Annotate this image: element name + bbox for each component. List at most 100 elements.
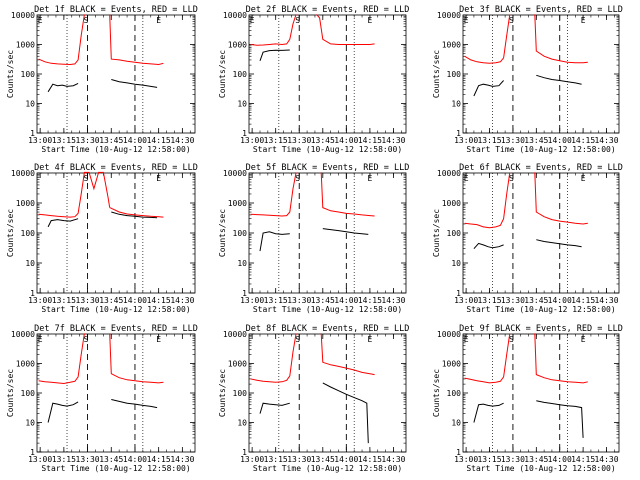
series-line-black — [47, 82, 79, 93]
x-tick-label: 13:45 — [524, 136, 548, 145]
event-marker-label: S — [295, 174, 300, 183]
x-tick-label: 14:15 — [147, 296, 171, 305]
series-line-black — [322, 228, 369, 235]
y-tick-label: 1 — [242, 289, 247, 298]
series-line-black — [47, 401, 79, 423]
event-marker-label: S — [295, 16, 300, 25]
x-tick-label: 13:15 — [264, 136, 288, 145]
y-tick-label: 10 — [451, 100, 461, 109]
x-tick-label: 13:15 — [264, 455, 288, 464]
detector-panel-5: Det 5f BLACK = Events, RED = LLD 1 10 100 10… — [218, 163, 409, 314]
x-tick-label: 14:00 — [123, 136, 147, 145]
x-tick-label: 14:15 — [358, 136, 382, 145]
event-marker-label: S — [295, 335, 300, 344]
series-line-red — [250, 14, 297, 46]
panel-frame — [462, 172, 620, 294]
y-tick-label: 1000 — [442, 41, 461, 50]
y-tick-label: 100 — [233, 229, 248, 238]
event-marker-label: S — [509, 16, 514, 25]
y-tick-label: 10 — [25, 259, 35, 268]
detector-panel-6: Det 6f BLACK = Events, RED = LLD 1 10 100 10… — [432, 163, 623, 314]
x-axis-label: Start Time (10-Aug-12 12:58:00) — [41, 145, 190, 154]
x-tick-label: 13:00 — [454, 136, 478, 145]
y-tick-label: 1 — [456, 129, 461, 138]
y-tick-label: 10000 — [223, 169, 247, 178]
event-marker-label: E — [156, 16, 161, 25]
series-line-red — [534, 14, 588, 64]
event-marker-label: S — [84, 16, 89, 25]
y-tick-label: 1 — [242, 129, 247, 138]
series-line-red — [316, 14, 375, 45]
x-tick-label: 13:15 — [52, 296, 76, 305]
x-tick-label: 14:15 — [571, 136, 595, 145]
x-tick-label: 13:45 — [99, 136, 123, 145]
series-line-red — [464, 172, 511, 229]
x-tick-label: 13:45 — [99, 455, 123, 464]
y-tick-label: 10000 — [223, 330, 247, 339]
y-tick-label: 1000 — [228, 41, 247, 50]
y-tick-label: 10 — [25, 100, 35, 109]
panel-frame — [248, 333, 407, 453]
y-axis-label: Counts/sec — [6, 50, 15, 98]
x-axis-label: Start Time (10-Aug-12 12:58:00) — [466, 145, 615, 154]
x-tick-label: 14:00 — [548, 136, 572, 145]
event-marker-label: E — [464, 174, 469, 183]
event-marker-label: E — [581, 16, 586, 25]
event-marker-label: S — [509, 335, 514, 344]
series-line-red — [38, 333, 85, 385]
x-tick-label: 14:30 — [594, 455, 618, 464]
event-marker-label: E — [156, 174, 161, 183]
x-tick-label: 13:00 — [240, 136, 264, 145]
y-tick-label: 1000 — [16, 41, 35, 50]
series-line-black — [111, 211, 158, 219]
panel-frame — [462, 14, 620, 134]
y-tick-label: 1 — [456, 448, 461, 457]
x-tick-label: 14:15 — [147, 455, 171, 464]
y-tick-label: 10000 — [437, 11, 461, 20]
series-line-black — [473, 242, 504, 250]
x-tick-label: 14:00 — [123, 455, 147, 464]
panel-title: Det 1f BLACK = Events, RED = LLD — [34, 5, 198, 15]
x-tick-label: 14:00 — [548, 296, 572, 305]
y-axis-label: Counts/sec — [432, 209, 441, 257]
y-tick-label: 10000 — [437, 169, 461, 178]
y-tick-label: 1000 — [228, 199, 247, 208]
y-axis-label: Counts/sec — [218, 209, 227, 257]
event-marker-label: E — [156, 335, 161, 344]
detector-panel-4: Det 4f BLACK = Events, RED = LLD 1 10 100 10… — [6, 163, 198, 314]
series-line-red — [109, 333, 164, 384]
x-tick-label: 14:30 — [170, 296, 194, 305]
y-tick-label: 10000 — [11, 169, 35, 178]
x-tick-label: 14:30 — [381, 296, 405, 305]
y-tick-label: 10000 — [11, 11, 35, 20]
y-tick-label: 10000 — [437, 330, 461, 339]
detector-panel-7: Det 7f BLACK = Events, RED = LLD 1 10 100 10… — [6, 324, 198, 473]
x-tick-label: 14:30 — [170, 136, 194, 145]
series-line-black — [536, 239, 582, 248]
x-tick-label: 13:00 — [240, 296, 264, 305]
detector-panel-2: Det 2f BLACK = Events, RED = LLD 1 10 100 10… — [218, 5, 409, 154]
x-tick-label: 13:00 — [28, 455, 52, 464]
series-line-black — [111, 79, 158, 88]
panel-title: Det 9f BLACK = Events, RED = LLD — [459, 324, 623, 334]
x-tick-label: 13:30 — [501, 136, 525, 145]
panel-frame — [462, 333, 620, 453]
y-tick-label: 10000 — [223, 11, 247, 20]
x-tick-label: 13:00 — [28, 136, 52, 145]
series-line-red — [464, 333, 511, 384]
event-marker-label: E — [38, 16, 43, 25]
panel-title: Det 7f BLACK = Events, RED = LLD — [34, 324, 198, 334]
y-tick-label: 10 — [237, 419, 247, 428]
y-tick-label: 100 — [233, 389, 248, 398]
x-tick-label: 14:00 — [548, 455, 572, 464]
y-axis-label: Counts/sec — [6, 209, 15, 257]
series-line-red — [320, 172, 375, 217]
series-line-red — [320, 333, 375, 376]
y-tick-label: 1 — [30, 448, 35, 457]
detector-panel-1: Det 1f BLACK = Events, RED = LLD 1 10 100 10… — [6, 5, 198, 154]
detector-panel-3: Det 3f BLACK = Events, RED = LLD 1 10 100 10… — [432, 5, 623, 154]
x-axis-label: Start Time (10-Aug-12 12:58:00) — [466, 305, 615, 314]
series-line-red — [534, 172, 588, 225]
event-marker-label: E — [581, 174, 586, 183]
y-tick-label: 100 — [21, 229, 36, 238]
